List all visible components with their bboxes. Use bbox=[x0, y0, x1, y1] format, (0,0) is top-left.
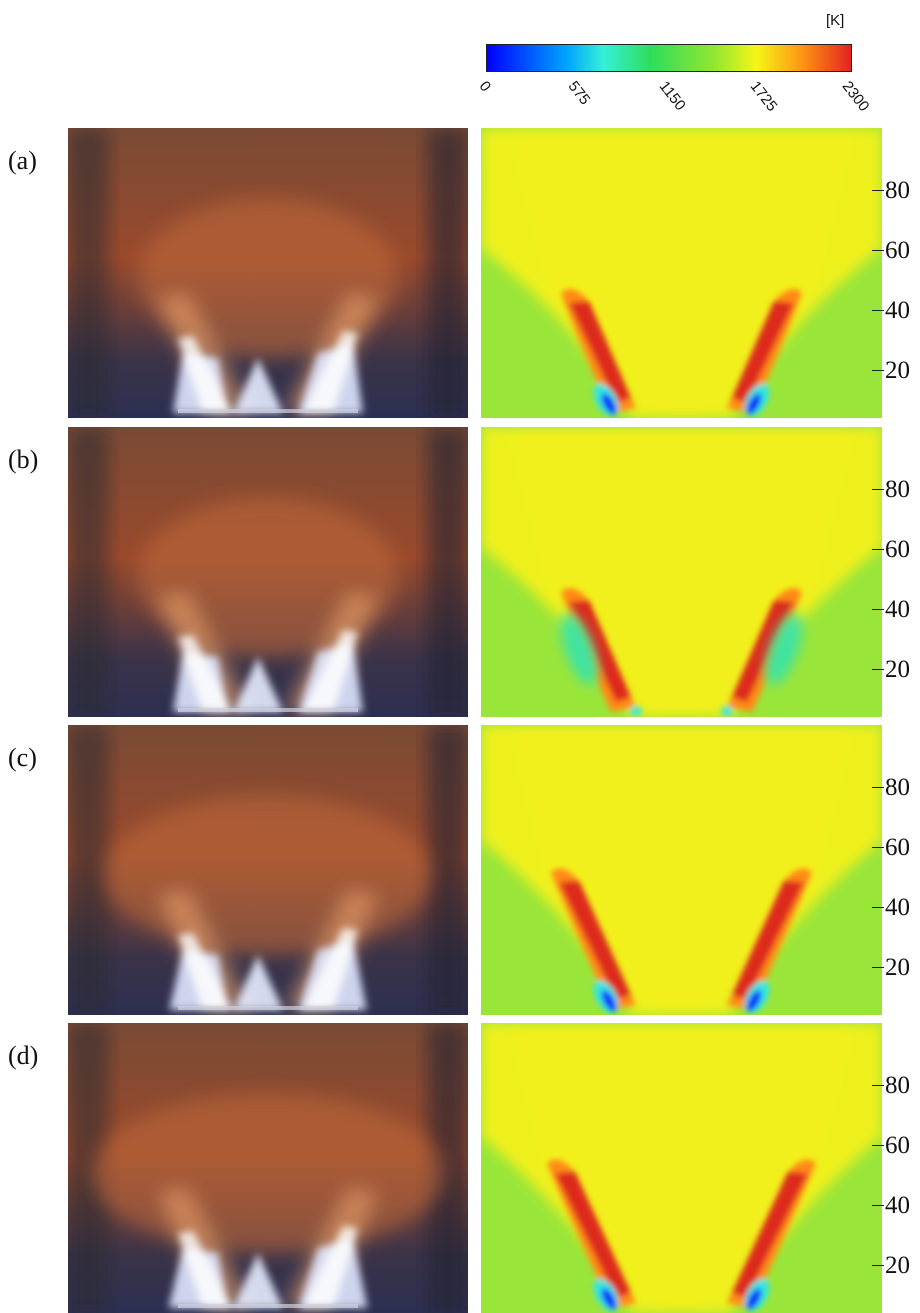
flame-photo bbox=[68, 1023, 468, 1313]
colorbar-tick-1: 575 bbox=[564, 78, 594, 109]
y-axis-tick-label: 40 bbox=[885, 297, 910, 324]
panel-label: (d) bbox=[8, 1041, 39, 1070]
colorbar-tick-3: 1725 bbox=[746, 78, 781, 115]
colorbar-tick-0: 0 bbox=[475, 78, 495, 96]
colorbar-tick-4: 2300 bbox=[838, 78, 873, 115]
y-axis-tick bbox=[872, 847, 884, 848]
y-axis-tick-label: 80 bbox=[885, 1072, 910, 1099]
y-axis-tick bbox=[872, 310, 884, 311]
y-axis-tick-label: 60 bbox=[885, 1132, 910, 1159]
temperature-contour bbox=[481, 427, 882, 717]
y-axis-tick-label: 80 bbox=[885, 476, 910, 503]
panel-label: (b) bbox=[8, 445, 39, 474]
y-axis-tick-label: 80 bbox=[885, 177, 910, 204]
y-axis-tick-label: 20 bbox=[885, 1252, 910, 1279]
colorbar bbox=[486, 44, 852, 72]
y-axis-tick bbox=[872, 370, 884, 371]
y-axis-tick-label: 20 bbox=[885, 357, 910, 384]
y-axis-tick bbox=[872, 1205, 884, 1206]
y-axis-tick-label: 20 bbox=[885, 656, 910, 683]
flame-photo bbox=[68, 128, 468, 418]
y-axis-tick bbox=[872, 250, 884, 251]
y-axis-tick bbox=[872, 549, 884, 550]
panel-label: (c) bbox=[8, 743, 37, 772]
y-axis-tick-label: 60 bbox=[885, 834, 910, 861]
y-axis-tick-label: 40 bbox=[885, 596, 910, 623]
y-axis-tick bbox=[872, 190, 884, 191]
flame-photo bbox=[68, 725, 468, 1015]
y-axis-tick-label: 40 bbox=[885, 1192, 910, 1219]
y-axis-tick bbox=[872, 1085, 884, 1086]
y-axis-tick-label: 60 bbox=[885, 536, 910, 563]
colorbar-tick-2: 1150 bbox=[655, 78, 689, 114]
y-axis-tick bbox=[872, 1265, 884, 1266]
y-axis-tick-label: 40 bbox=[885, 894, 910, 921]
y-axis-tick bbox=[872, 609, 884, 610]
temperature-contour bbox=[481, 128, 882, 418]
temperature-contour bbox=[481, 725, 882, 1015]
y-axis-tick-label: 80 bbox=[885, 774, 910, 801]
y-axis-tick bbox=[872, 489, 884, 490]
temperature-contour bbox=[481, 1023, 882, 1313]
flame-photo bbox=[68, 427, 468, 717]
y-axis-tick bbox=[872, 907, 884, 908]
colorbar-unit: [K] bbox=[826, 12, 845, 29]
y-axis-tick bbox=[872, 1145, 884, 1146]
y-axis-tick bbox=[872, 787, 884, 788]
y-axis-tick-label: 60 bbox=[885, 237, 910, 264]
y-axis-tick bbox=[872, 967, 884, 968]
y-axis-tick-label: 20 bbox=[885, 954, 910, 981]
panel-label: (a) bbox=[8, 146, 37, 175]
y-axis-tick bbox=[872, 669, 884, 670]
